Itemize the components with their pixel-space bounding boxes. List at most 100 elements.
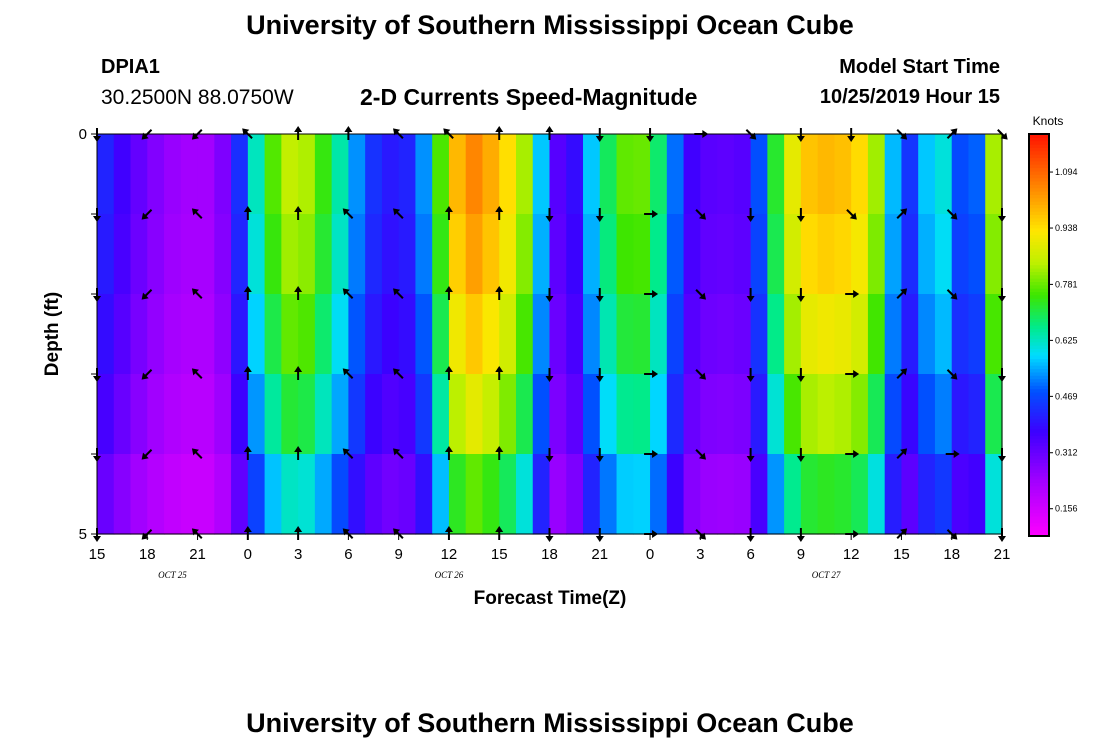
colorbar-segment (1029, 489, 1049, 494)
heatmap-cell (532, 374, 551, 455)
heatmap-cell (264, 454, 282, 535)
heatmap-cell (97, 454, 115, 535)
colorbar-segment (1029, 408, 1049, 413)
current-arrow (796, 368, 805, 382)
station-id: DPIA1 (101, 56, 160, 78)
current-arrow (243, 286, 252, 300)
heatmap-cell (650, 294, 668, 375)
colorbar-segment (1029, 254, 1049, 259)
heatmap-cell (968, 134, 986, 215)
heatmap-cell (398, 454, 417, 535)
heatmap-cell (281, 134, 299, 215)
colorbar-segment (1029, 278, 1049, 282)
current-arrow (847, 128, 856, 142)
heatmap-cell (951, 134, 970, 215)
current-arrow (946, 289, 958, 300)
heatmap-cell (918, 454, 936, 535)
heatmap-cell (331, 454, 349, 535)
heatmap-cell (784, 214, 802, 295)
colorbar-segment (1029, 482, 1049, 487)
current-arrow (595, 288, 604, 302)
heatmap-cell (566, 134, 584, 215)
heatmap-cell (398, 134, 417, 215)
heatmap-cell (985, 134, 1003, 215)
heatmap-cell (985, 454, 1003, 535)
heatmap-cell (298, 294, 316, 375)
heatmap-cell (666, 374, 685, 455)
heatmap-cell (666, 134, 685, 215)
heatmap-cell (147, 374, 165, 455)
heatmap-cell (164, 294, 182, 375)
current-arrow (393, 448, 404, 459)
heatmap-cell (147, 294, 165, 375)
heatmap-cell (499, 134, 517, 215)
page-title: University of Southern Mississippi Ocean… (246, 10, 854, 40)
colorbar-segment (1029, 237, 1049, 242)
heatmap-cell (633, 214, 651, 295)
current-arrow (644, 290, 659, 298)
colorbar-segment (1029, 291, 1049, 296)
colorbar-segment (1029, 207, 1049, 212)
colorbar-segment (1029, 231, 1049, 236)
colorbar-segment (1029, 455, 1049, 460)
current-arrow (444, 366, 453, 380)
heatmap-cell (834, 134, 852, 215)
heatmap-cell (180, 134, 199, 215)
heatmap-cell (918, 294, 936, 375)
colorbar-segment (1029, 428, 1049, 433)
heatmap-cell (901, 294, 919, 375)
heatmap-cell (951, 454, 970, 535)
heatmap-cell (784, 454, 802, 535)
heatmap-cell (566, 374, 584, 455)
current-arrow (294, 446, 303, 460)
colorbar-segment (1029, 512, 1049, 517)
heatmap-cell (650, 454, 668, 535)
current-arrows (93, 126, 1008, 542)
heatmap-cell (113, 454, 132, 535)
heatmap-cell (700, 374, 718, 455)
heatmap-cell (683, 214, 701, 295)
colorbar-segment (1029, 261, 1049, 266)
colorbar-segment (1029, 532, 1049, 537)
colorbar-tick-label: 0.156 (1055, 504, 1078, 514)
colorbar-tick-label: 0.781 (1055, 279, 1078, 289)
colorbar-segment (1029, 422, 1049, 427)
colorbar-segment (1029, 469, 1049, 473)
colorbar-segment (1029, 361, 1049, 366)
colorbar-segment (1029, 465, 1049, 470)
heatmap-cell (851, 374, 869, 455)
colorbar-segment (1029, 335, 1049, 339)
heatmap-cell (884, 374, 903, 455)
heatmap-cell (750, 134, 768, 215)
heatmap-cell (851, 294, 869, 375)
current-arrow (444, 286, 453, 300)
heatmap-cell (231, 294, 249, 375)
colorbar-frame (1028, 133, 1050, 537)
colorbar-segment (1029, 395, 1049, 400)
heatmap-cell (197, 214, 215, 295)
heatmap-cell (515, 294, 534, 375)
heatmap-cell (247, 134, 266, 215)
colorbar-segment (1029, 365, 1049, 370)
colorbar-segment (1029, 318, 1049, 323)
colorbar-segment (1029, 321, 1049, 326)
colorbar-segment (1029, 331, 1049, 336)
heatmap-cell (465, 214, 484, 295)
heatmap-cell (650, 374, 668, 455)
heatmap-cell (817, 134, 836, 215)
heatmap-cell (298, 454, 316, 535)
heatmap-cell (264, 134, 282, 215)
colorbar-segment (1029, 227, 1049, 232)
current-arrow (495, 446, 504, 460)
colorbar-segment (1029, 134, 1049, 138)
colorbar-segment (1029, 515, 1049, 520)
heatmap-cell (130, 374, 148, 455)
colorbar-segment (1029, 529, 1049, 534)
colorbar-segment (1029, 177, 1049, 182)
colorbar-segment (1029, 271, 1049, 276)
x-tick-label: 9 (394, 546, 402, 563)
heatmap-cell (415, 134, 433, 215)
colorbar-segment (1029, 281, 1049, 286)
heatmap-cell (733, 374, 752, 455)
